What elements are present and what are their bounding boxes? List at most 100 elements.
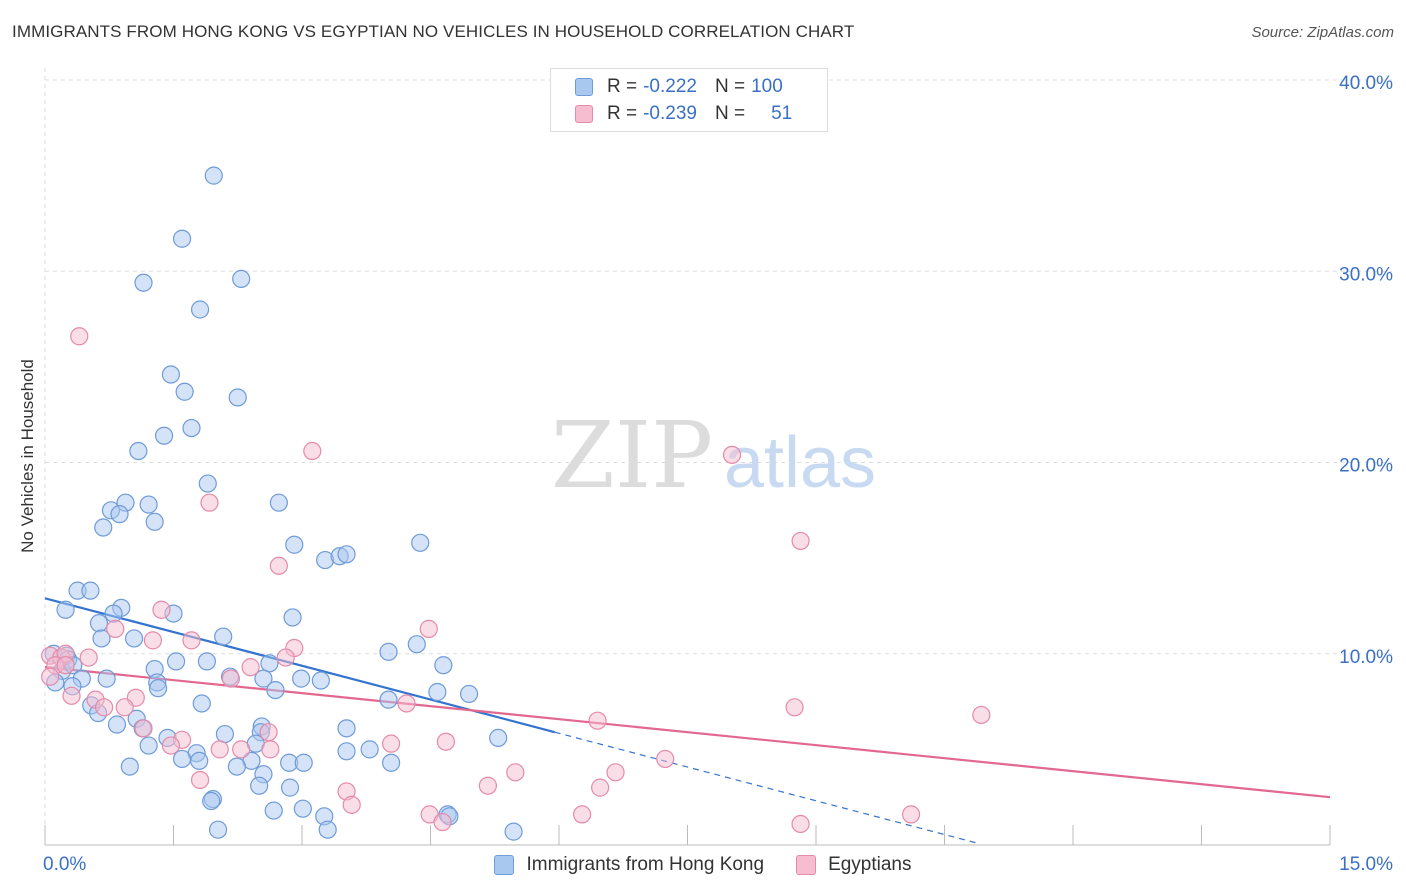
egyptians-point: [182, 631, 201, 650]
hong-kong-point: [190, 751, 209, 770]
hong-kong-point: [89, 614, 109, 633]
hong-kong-point: [204, 166, 223, 185]
legend-n-label: N =: [714, 76, 746, 97]
egyptians-point: [259, 723, 278, 742]
hong-kong-trend-extension: [554, 731, 979, 845]
egyptians-point: [143, 631, 163, 650]
egyptians-trend-line: [44, 666, 1331, 799]
series-label-egyptians: Egyptians: [828, 854, 912, 875]
egyptians-point: [200, 493, 219, 512]
egyptians-point: [95, 698, 114, 717]
hong-kong-point: [134, 273, 153, 292]
egyptians-point: [241, 658, 260, 677]
egyptians-point: [210, 740, 229, 759]
hong-kong-point: [161, 365, 181, 384]
hong-kong-point: [293, 799, 312, 818]
hong-kong-point: [428, 682, 447, 702]
egyptians-point: [115, 698, 134, 717]
hong-kong-point: [139, 495, 158, 514]
egyptians-point: [261, 740, 280, 759]
hong-kong-point: [81, 581, 100, 600]
egyptians-point: [573, 805, 592, 824]
hong-kong-point: [107, 715, 127, 734]
hong-kong-point: [411, 533, 430, 552]
points-layer: [41, 166, 991, 841]
hong-kong-point: [294, 753, 313, 772]
legend-r-value: -0.239: [643, 103, 697, 124]
hong-kong-point: [269, 493, 288, 512]
hong-kong-point: [124, 629, 144, 648]
hong-kong-point: [56, 600, 75, 619]
egyptians-point: [41, 667, 60, 686]
hong-kong-point: [148, 679, 168, 698]
egyptians-point: [722, 445, 742, 464]
legend-swatch-hong-kong: [575, 78, 593, 96]
egyptians-point: [70, 327, 89, 346]
egyptians-point: [269, 556, 288, 575]
x-tick-label: 15.0%: [1339, 854, 1393, 875]
hong-kong-point: [379, 642, 398, 661]
hong-kong-point: [227, 757, 246, 776]
hong-kong-point: [318, 820, 337, 839]
hong-kong-point: [285, 535, 304, 554]
trend-layer: [44, 597, 1331, 845]
hong-kong-point: [154, 426, 174, 445]
series-legend-egyptians[interactable]: Egyptians: [796, 854, 912, 876]
hong-kong-point: [145, 512, 164, 531]
watermark: ZIP atlas: [551, 402, 876, 509]
egyptians-point: [901, 805, 921, 824]
hong-kong-point: [459, 684, 479, 704]
x-tick-label: 0.0%: [43, 854, 86, 875]
egyptians-point: [342, 795, 361, 814]
tick-layer: 10.0% 20.0% 30.0% 40.0% 0.0% 15.0%: [43, 73, 1393, 875]
hong-kong-point: [504, 822, 523, 841]
egyptians-point: [791, 531, 810, 551]
egyptians-point: [161, 736, 181, 755]
y-tick-label: 20.0%: [1339, 456, 1393, 477]
egyptians-point: [591, 778, 610, 797]
egyptians-point: [397, 694, 416, 713]
watermark-zip: ZIP: [551, 402, 713, 509]
hong-kong-point: [228, 388, 247, 407]
hong-kong-point: [215, 724, 234, 744]
egyptians-point: [606, 763, 625, 782]
egyptians-point: [436, 732, 456, 751]
egyptians-point: [656, 749, 675, 769]
hong-kong-point: [129, 441, 148, 461]
hong-kong-point: [337, 719, 356, 738]
hong-kong-point: [360, 740, 379, 759]
y-axis-label: No Vehicles in Household: [18, 359, 37, 553]
grid-layer: [44, 68, 1392, 846]
y-tick-label: 10.0%: [1339, 647, 1393, 668]
egyptians-point: [785, 698, 804, 717]
hong-kong-point: [192, 694, 211, 713]
legend-n-value: 100: [751, 76, 783, 97]
egyptians-point: [791, 814, 810, 834]
hong-kong-point: [266, 680, 285, 700]
hong-kong-point: [182, 418, 201, 438]
hong-kong-point: [175, 382, 194, 401]
hong-kong-point: [264, 801, 283, 820]
hong-kong-point: [92, 629, 111, 648]
hong-kong-point: [190, 300, 210, 319]
hong-kong-point: [250, 776, 269, 795]
hong-kong-point: [104, 604, 123, 623]
egyptians-point: [56, 656, 75, 675]
legend-n-label: N =: [714, 103, 746, 124]
egyptians-point: [588, 711, 607, 730]
stats-legend-row-egyptians: R = -0.239 N = 51: [575, 102, 792, 126]
egyptians-point: [134, 719, 153, 738]
hong-kong-point: [120, 757, 139, 776]
series-swatch-hong-kong: [494, 855, 515, 875]
source-label: Source: ZipAtlas.com: [1251, 24, 1394, 41]
egyptians-point: [506, 763, 525, 782]
legend-r-label: R =: [607, 76, 638, 97]
egyptians-point: [433, 812, 452, 832]
hong-kong-point: [208, 820, 228, 839]
series-legend-hong-kong[interactable]: Immigrants from Hong Kong: [494, 854, 764, 876]
egyptians-point: [190, 770, 210, 790]
egyptians-point: [232, 740, 251, 759]
hong-kong-point: [202, 791, 221, 811]
hong-kong-point: [379, 690, 398, 709]
